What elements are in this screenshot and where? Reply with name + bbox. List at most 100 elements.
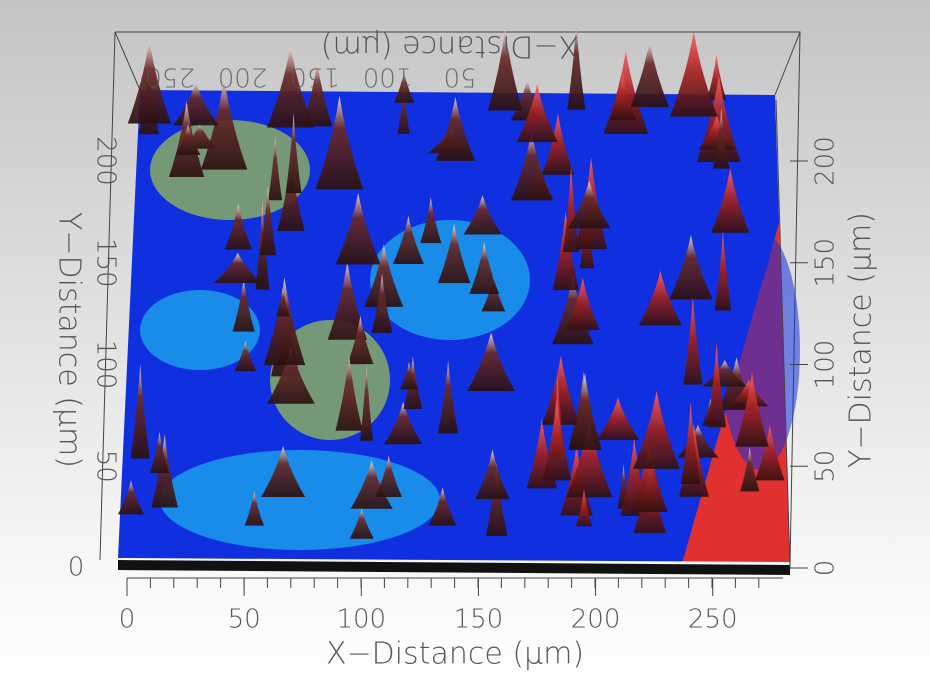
surface-peak [276,287,290,317]
right-axis-title: Y−Distance (μm) [844,212,879,468]
top-tick-label: 50 [443,62,476,92]
surface-peak [563,165,580,253]
top-tick-label: 100 [363,62,413,92]
surface-peak [567,21,586,110]
x-tick-label: 50 [228,605,261,635]
surface-peak [117,480,145,515]
top-tick-label: 200 [218,62,268,92]
surface-base [118,560,790,575]
left-tick-label: 50 [91,450,121,483]
surface-peak [130,364,150,459]
surface-peak [542,398,572,481]
surface-peak [259,185,277,256]
surface-peak [397,86,410,134]
x-tick-label: 150 [454,605,504,635]
surface-peak [364,244,404,307]
left-tick-label: 150 [91,238,121,288]
surface-peak [371,272,393,333]
surface-peak [172,82,219,126]
surface-peak [463,195,502,235]
y-tick-label: 50 [811,450,841,483]
surface-peak [268,135,283,201]
surface-peak [680,402,701,485]
surface-peak [638,270,682,326]
surface-peak [261,445,306,497]
surface-patch [140,290,260,370]
surface-peak [566,420,613,498]
surface-peak [711,168,750,233]
left-axis-title: Y−Distance (μm) [52,212,87,468]
surface-peak [435,96,476,161]
surface-peak [714,229,732,311]
surface-peak [349,508,374,539]
surface [117,21,800,575]
surface-patch [520,280,660,380]
surface-peak [267,346,315,404]
surface-peak [567,180,611,229]
surface-peak [713,107,730,169]
surface-peak [150,431,170,473]
left-tick-label: 200 [91,136,121,186]
left-tick-label: 0 [68,553,85,583]
surface-peak [232,278,255,332]
surface-peak [568,373,602,450]
surface-peak [630,442,668,513]
surface-peak [541,355,581,425]
surface-peak [575,489,593,527]
x-tick-label: 0 [119,605,136,635]
x-tick-label: 200 [571,605,621,635]
surface-peak [244,491,264,526]
surface-peak [200,78,248,170]
surface-peak [335,192,381,265]
surface-peak [285,112,302,194]
top-axis-title: X−Distance (μm) [321,29,579,64]
surface-peak [510,131,553,201]
surface-peak [467,332,515,391]
surface-peak [707,342,727,428]
surface-peak [565,277,600,330]
y-axis-line [775,99,791,569]
surface-peak [735,371,769,447]
surface-peak [360,363,373,441]
surface-peak [596,397,640,440]
surface-peak [234,340,257,372]
surface-peak [755,424,785,481]
surface-peak [437,223,471,284]
y-tick-label: 200 [811,136,841,186]
top-tick-label: 150 [290,62,340,92]
surface-patch [160,450,440,550]
surface-peak [399,361,419,390]
surface-peak [541,113,575,175]
surface-peak [335,354,363,431]
surface-peak [420,197,442,244]
surface-peak [263,277,306,366]
surface-peak [428,487,457,526]
surface-peak [375,455,402,497]
top-tick-label: 250 [145,62,195,92]
y-tick-label: 0 [811,560,841,577]
y-tick-label: 100 [811,340,841,390]
surface-peak [277,159,305,231]
surface-peak [384,401,423,445]
surface-peak [127,39,172,124]
surface-peak [706,54,727,101]
surface-peak [327,262,367,340]
surface-peak [740,446,760,492]
left-tick-label: 100 [91,340,121,390]
surface-peak [485,463,508,536]
x-tick-label: 250 [688,605,738,635]
surface-peak [669,234,713,300]
surface-peak [609,72,637,120]
surface-peak [475,449,510,500]
surface-peak [266,45,314,128]
surface-peak [392,215,424,265]
surface-peak [213,252,262,284]
surface-peak [683,295,703,385]
surface-peak [487,28,523,111]
y-tick-label: 150 [811,238,841,288]
surface-peak [669,31,718,117]
surface-peak [224,203,252,250]
surface-peak [393,71,415,103]
x-tick-label: 100 [336,605,386,635]
